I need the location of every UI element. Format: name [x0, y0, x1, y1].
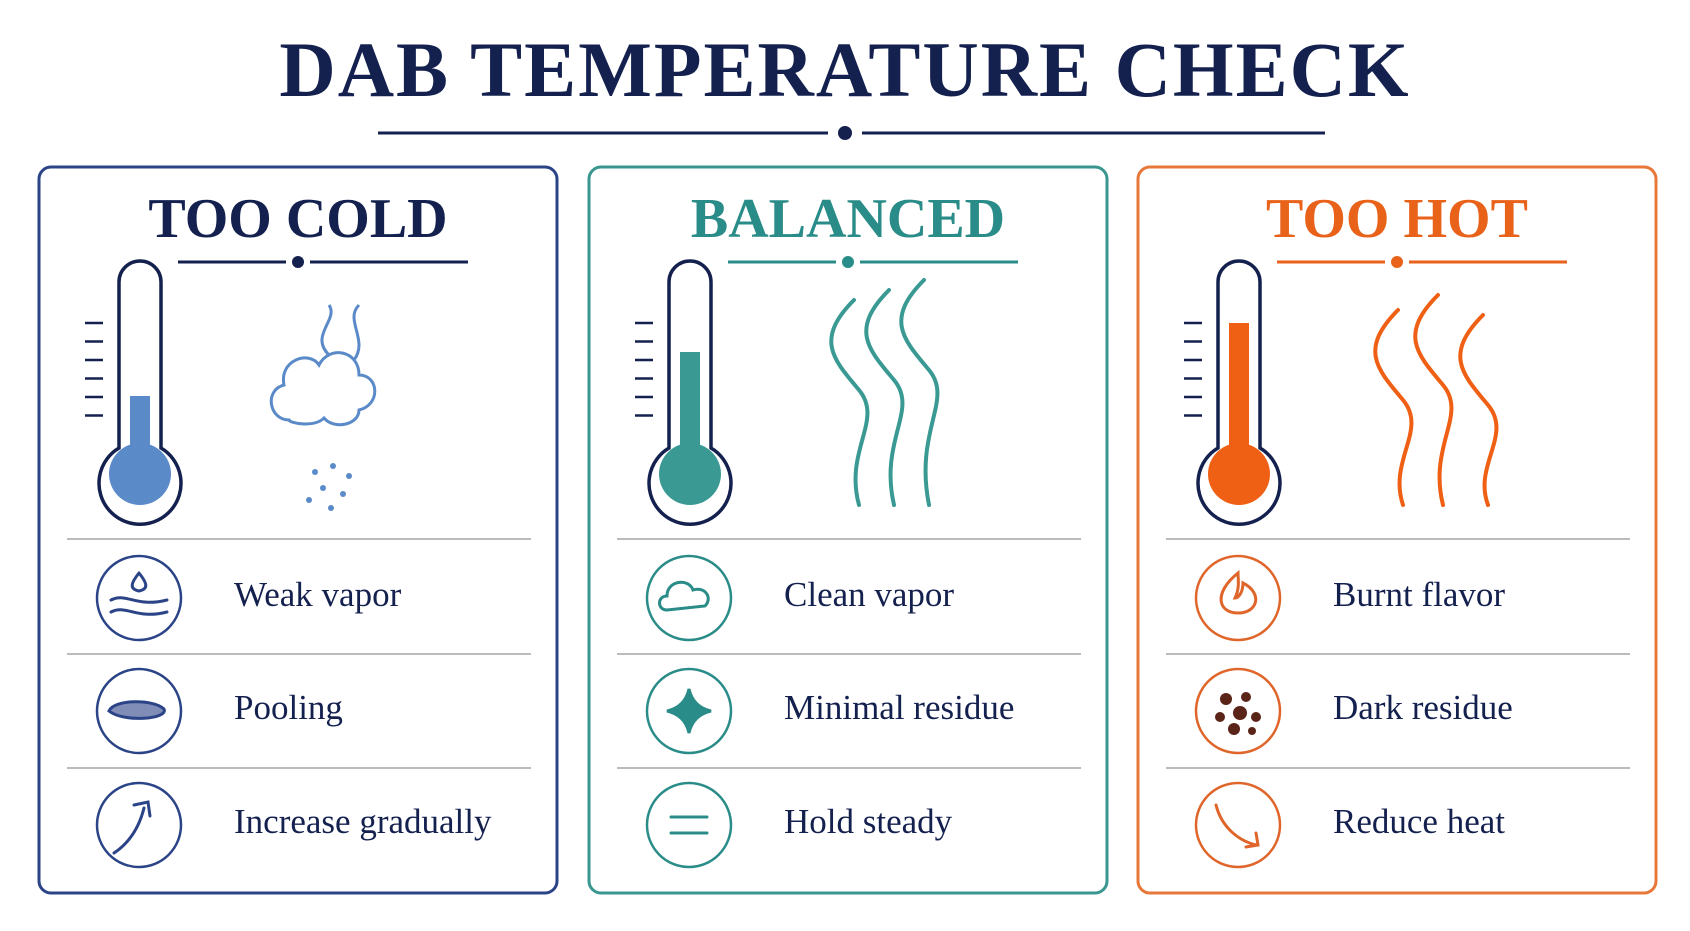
item-label: Reduce heat	[1333, 802, 1505, 841]
droplet	[330, 463, 336, 469]
item-icon	[95, 554, 183, 642]
icon-glyph	[109, 571, 169, 616]
icon-glyph	[112, 800, 152, 855]
icon-glyph	[658, 580, 710, 612]
residue-dot	[1220, 693, 1232, 705]
icon-glyph	[1214, 803, 1260, 849]
panel-title: TOO HOT	[1266, 188, 1528, 250]
item-label: Pooling	[234, 688, 343, 727]
residue-dot	[1233, 706, 1247, 720]
vapor-wave	[1413, 293, 1454, 507]
droplet	[340, 491, 346, 497]
panel: BALANCED Clean vapor Minimal residue Hold s…	[587, 165, 1109, 895]
item-icon	[1194, 781, 1282, 869]
item-label: Weak vapor	[234, 575, 402, 614]
item-icon	[1194, 554, 1282, 642]
vapor-wave	[864, 288, 905, 507]
item-label: Clean vapor	[784, 575, 954, 614]
vapor-wave	[899, 278, 940, 507]
main-title: DAB TEMPERATURE CHECK	[279, 26, 1410, 113]
cloud	[269, 303, 377, 427]
panel-border	[587, 165, 1109, 895]
droplet	[346, 473, 352, 479]
droplet	[312, 469, 318, 475]
panel: TOO COLD Weak vapor Pooling Increase gradua…	[37, 165, 559, 895]
item-label: Increase gradually	[234, 802, 492, 841]
thermometer-bulb	[1208, 443, 1270, 505]
vapor-wave	[1458, 313, 1499, 507]
droplet	[328, 505, 334, 511]
residue-dot	[1215, 712, 1225, 722]
item-icon	[645, 667, 733, 755]
divider-dot	[842, 256, 854, 268]
residue-dot	[1251, 712, 1261, 722]
item-icon	[645, 781, 733, 869]
item-label: Minimal residue	[784, 688, 1014, 727]
panel-title: TOO COLD	[148, 188, 447, 250]
icon-glyph	[669, 815, 709, 835]
droplet	[306, 497, 312, 503]
residue-dot	[1248, 727, 1256, 735]
icon-glyph	[107, 700, 166, 720]
thermometer-bulb	[659, 443, 721, 505]
item-label: Burnt flavor	[1333, 575, 1505, 614]
panel-border	[1136, 165, 1658, 895]
thermometer-bulb	[109, 443, 171, 505]
item-label: Dark residue	[1333, 688, 1513, 727]
droplet	[320, 485, 326, 491]
vapor-wave	[829, 298, 870, 507]
item-label: Hold steady	[784, 802, 953, 841]
icon-glyph	[1219, 569, 1257, 615]
item-icon	[645, 554, 733, 642]
residue-dot	[1228, 723, 1240, 735]
panel-border	[37, 165, 559, 895]
thermometer-fill	[1229, 323, 1249, 474]
vapor-wave	[1373, 308, 1414, 507]
icon-glyph	[666, 688, 712, 734]
item-icon	[95, 781, 183, 869]
panel: TOO HOT Burnt flavor Dark residue Reduce he…	[1136, 165, 1658, 895]
panel-title: BALANCED	[691, 188, 1005, 250]
title-divider	[378, 126, 1325, 140]
divider-dot	[1391, 256, 1403, 268]
item-icon	[1194, 667, 1282, 755]
item-icon	[95, 667, 183, 755]
divider-dot	[292, 256, 304, 268]
residue-dot	[1241, 692, 1251, 702]
